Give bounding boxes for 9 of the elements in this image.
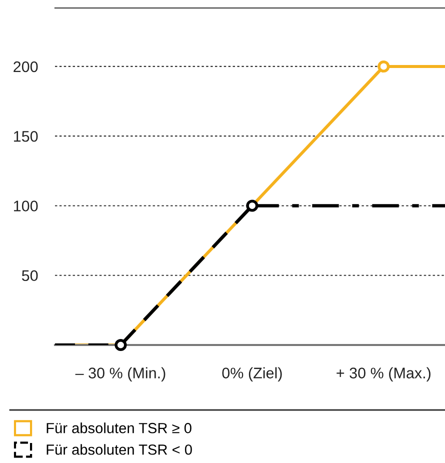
y-tick-label: 150 bbox=[14, 130, 38, 142]
legend-label: Für absoluten TSR < 0 bbox=[46, 444, 192, 455]
x-tick-label: + 30 % (Max.) bbox=[336, 367, 430, 382]
x-tick-label: 0% (Ziel) bbox=[222, 367, 282, 382]
y-tick-label: 50 bbox=[22, 270, 38, 282]
y-tick-label: 100 bbox=[14, 200, 38, 212]
y-tick-label: 200 bbox=[14, 61, 38, 72]
legend-label: Für absoluten TSR ≥ 0 bbox=[46, 422, 192, 434]
x-tick-label: – 30 % (Min.) bbox=[75, 367, 166, 382]
